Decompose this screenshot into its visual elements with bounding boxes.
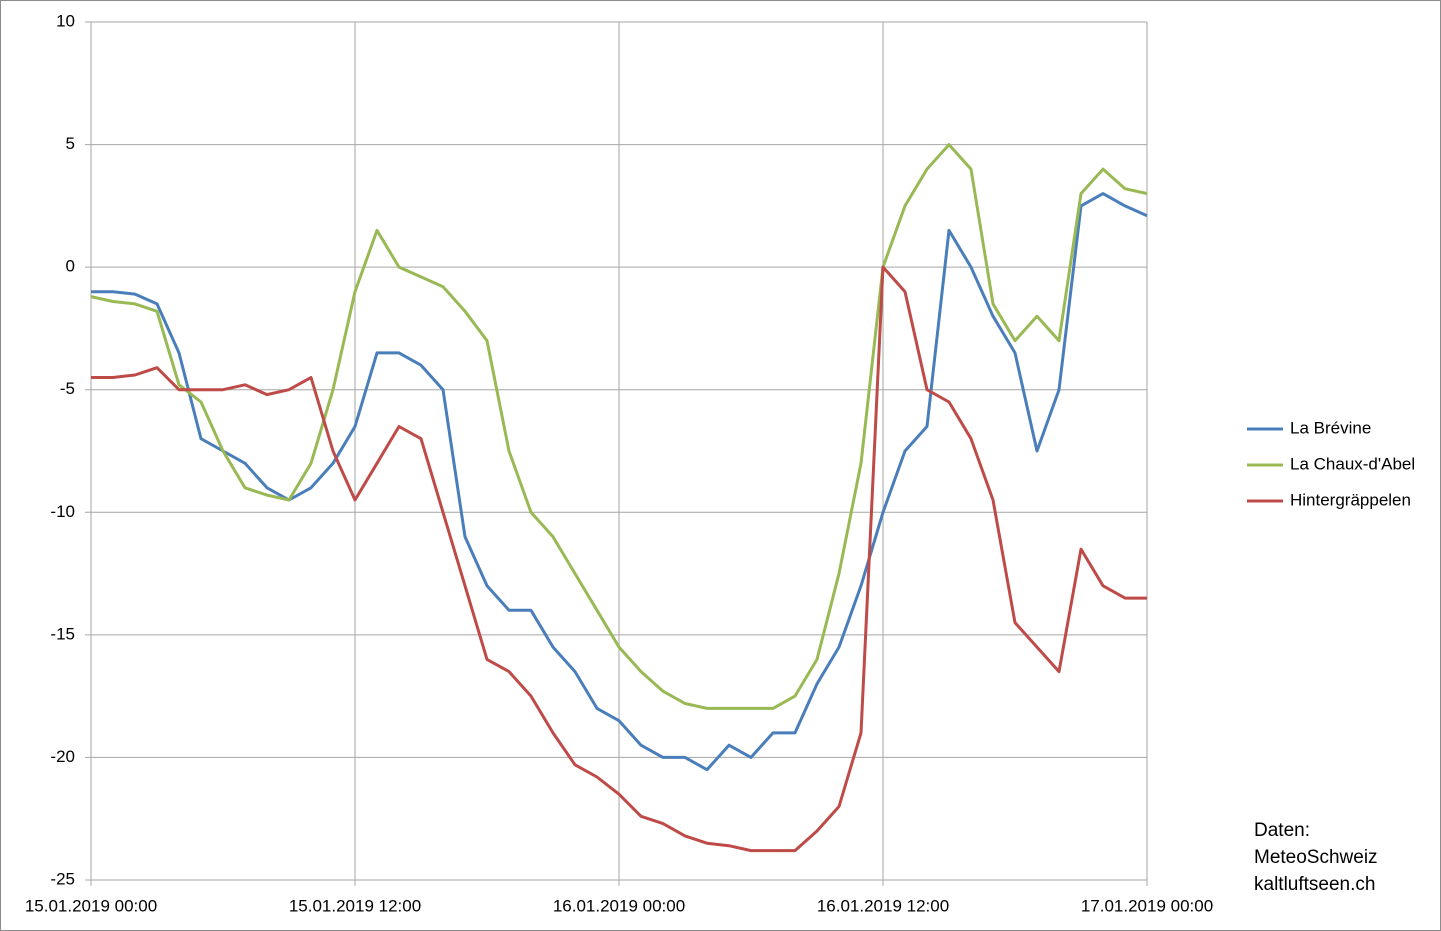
x-tick-label: 15.01.2019 00:00 (25, 896, 157, 915)
y-tick-label: 10 (56, 11, 75, 30)
x-tick-label: 16.01.2019 12:00 (817, 896, 949, 915)
x-tick-label: 17.01.2019 00:00 (1081, 896, 1213, 915)
x-tick-label: 15.01.2019 12:00 (289, 896, 421, 915)
y-tick-label: 0 (66, 257, 75, 276)
y-tick-label: -10 (50, 502, 75, 521)
series-line (91, 265, 1147, 853)
annotation: kaltluftseen.ch (1254, 874, 1375, 895)
x-tick-label: 16.01.2019 00:00 (553, 896, 685, 915)
y-tick-label: -20 (50, 747, 75, 766)
legend-label: La Chaux-d'Abel (1290, 454, 1415, 473)
series-line (90, 143, 1148, 710)
y-tick-label: -5 (60, 379, 75, 398)
series-line (91, 192, 1148, 772)
y-tick-label: -15 (50, 624, 75, 643)
legend-label: La Brévine (1290, 418, 1371, 437)
legend-label: Hintergräppelen (1290, 490, 1411, 509)
y-tick-label: 5 (66, 134, 75, 153)
annotation: MeteoSchweiz (1254, 847, 1378, 868)
y-tick-label: -25 (50, 869, 75, 888)
annotation: Daten: (1254, 820, 1310, 841)
